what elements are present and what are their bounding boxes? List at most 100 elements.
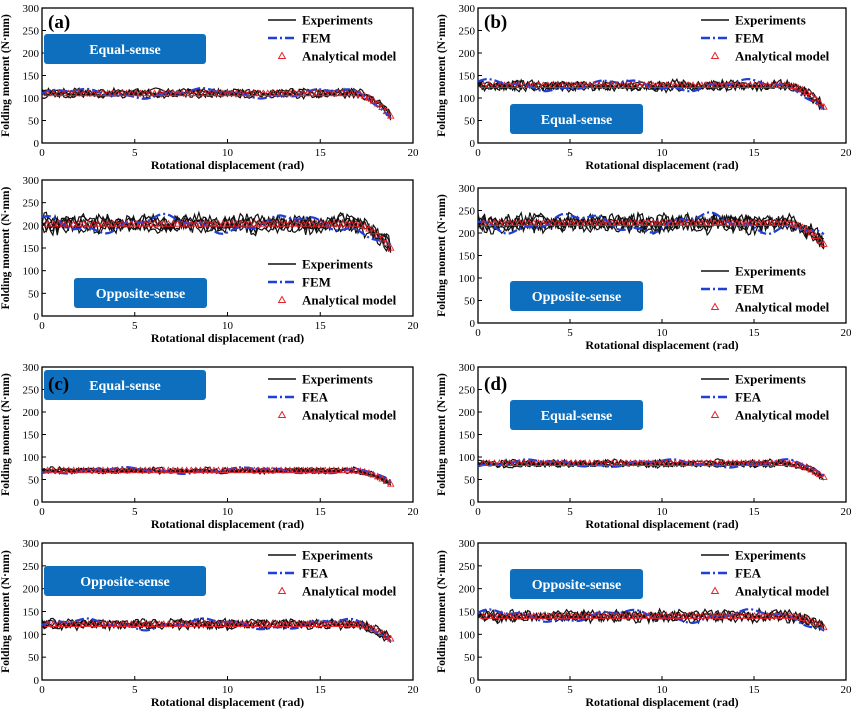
analytical-marker	[382, 477, 391, 484]
analytical-marker	[653, 459, 662, 466]
x-tick-label: 10	[657, 327, 669, 339]
analytical-marker	[711, 81, 719, 89]
analytical-marker	[548, 459, 557, 466]
analytical-marker	[347, 620, 356, 627]
y-tick-label: 250	[23, 198, 40, 210]
analytical-marker	[585, 459, 594, 466]
analytical-marker	[794, 221, 802, 229]
case-badge-label: Equal-sense	[89, 43, 161, 58]
analytical-marker	[626, 81, 635, 89]
y-tick-label: 250	[23, 26, 40, 38]
analytical-marker	[205, 620, 214, 627]
plot-frame	[41, 542, 414, 681]
analytical-marker	[356, 220, 365, 228]
analytical-marker	[553, 81, 562, 89]
analytical-marker	[495, 218, 504, 226]
analytical-marker	[553, 611, 562, 619]
analytical-marker	[281, 89, 290, 97]
analytical-marker	[155, 620, 163, 627]
analytical-marker	[378, 103, 386, 111]
analytical-marker	[272, 219, 281, 227]
analytical-marker	[49, 219, 58, 227]
analytical-marker	[334, 620, 343, 627]
legend: Experiments FEM Analytical model	[701, 264, 830, 315]
analytical-marker	[750, 218, 759, 226]
case-badge	[510, 400, 643, 430]
analytical-marker	[113, 466, 121, 474]
analytical-marker	[520, 459, 528, 466]
legend: Experiments FEM Analytical model	[701, 13, 830, 64]
analytical-marker	[671, 459, 680, 466]
experiments-series-line	[41, 214, 392, 253]
analytical-marker	[79, 89, 88, 97]
analytical-marker	[205, 466, 214, 474]
analytical-marker	[173, 219, 182, 227]
legend-swatch-analytical	[277, 410, 287, 418]
analytical-marker	[595, 81, 603, 89]
analytical-marker	[698, 218, 706, 226]
analytical-marker	[317, 466, 325, 474]
y-tick-label: 150	[459, 251, 476, 263]
analytical-marker	[520, 218, 528, 226]
analytical-marker	[64, 620, 73, 627]
y-tick-label: 100	[459, 273, 476, 285]
analytical-marker	[127, 620, 136, 627]
analytical-marker	[136, 620, 145, 627]
analytical-marker	[294, 219, 303, 227]
analytical-marker	[338, 466, 347, 474]
analytical-marker	[702, 459, 711, 466]
analytical-marker	[74, 89, 83, 97]
analytical-marker	[169, 466, 177, 474]
analytical-marker	[369, 96, 378, 104]
x-axis-label: Rotational displacement (rad)	[585, 158, 738, 172]
analytical-marker	[534, 81, 543, 89]
analytical-marker	[122, 466, 131, 474]
analytical-marker	[365, 93, 373, 101]
analytical-marker	[485, 459, 493, 466]
analytical-marker	[277, 89, 285, 97]
y-tick-label: 150	[23, 430, 40, 442]
analytical-marker	[649, 611, 657, 619]
y-tick-label: 0	[470, 675, 476, 687]
y-tick-label: 200	[23, 584, 40, 596]
case-badge	[44, 566, 206, 596]
analytical-marker	[49, 466, 58, 474]
analytical-marker	[505, 611, 514, 619]
analytical-marker	[750, 611, 759, 619]
analytical-marker	[772, 218, 781, 226]
analytical-marker	[369, 470, 378, 478]
analytical-marker	[214, 620, 223, 627]
legend-label: FEM	[302, 31, 331, 46]
y-axis-label: Folding moment (N·mm)	[0, 14, 12, 137]
analytical-marker	[595, 611, 603, 619]
analytical-marker	[255, 219, 263, 227]
analytical-marker	[807, 465, 815, 473]
x-axis-label: Rotational displacement (rad)	[585, 338, 738, 352]
analytical-marker	[299, 219, 307, 227]
analytical-marker	[581, 611, 589, 619]
panel-label: (a)	[48, 12, 70, 33]
analytical-marker	[581, 459, 589, 466]
analytical-marker	[49, 620, 58, 627]
analytical-marker	[103, 620, 112, 627]
analytical-marker	[192, 89, 200, 97]
analytical-marker	[781, 611, 789, 619]
analytical-marker	[299, 89, 307, 97]
analytical-marker	[219, 620, 227, 627]
analytical-marker	[325, 466, 334, 474]
analytical-marker	[728, 218, 737, 226]
analytical-marker	[693, 459, 702, 466]
analytical-marker	[715, 611, 724, 619]
analytical-marker	[241, 466, 250, 474]
x-tick-label: 15	[749, 506, 761, 518]
analytical-marker	[622, 81, 630, 89]
analytical-marker	[649, 459, 657, 466]
y-axis-label: Folding moment (N·mm)	[0, 373, 12, 496]
analytical-marker	[520, 611, 528, 619]
analytical-marker	[103, 466, 112, 474]
analytical-marker	[585, 81, 594, 89]
analytical-marker	[99, 466, 107, 474]
y-tick-label: 0	[470, 497, 476, 509]
analytical-marker	[658, 611, 666, 619]
